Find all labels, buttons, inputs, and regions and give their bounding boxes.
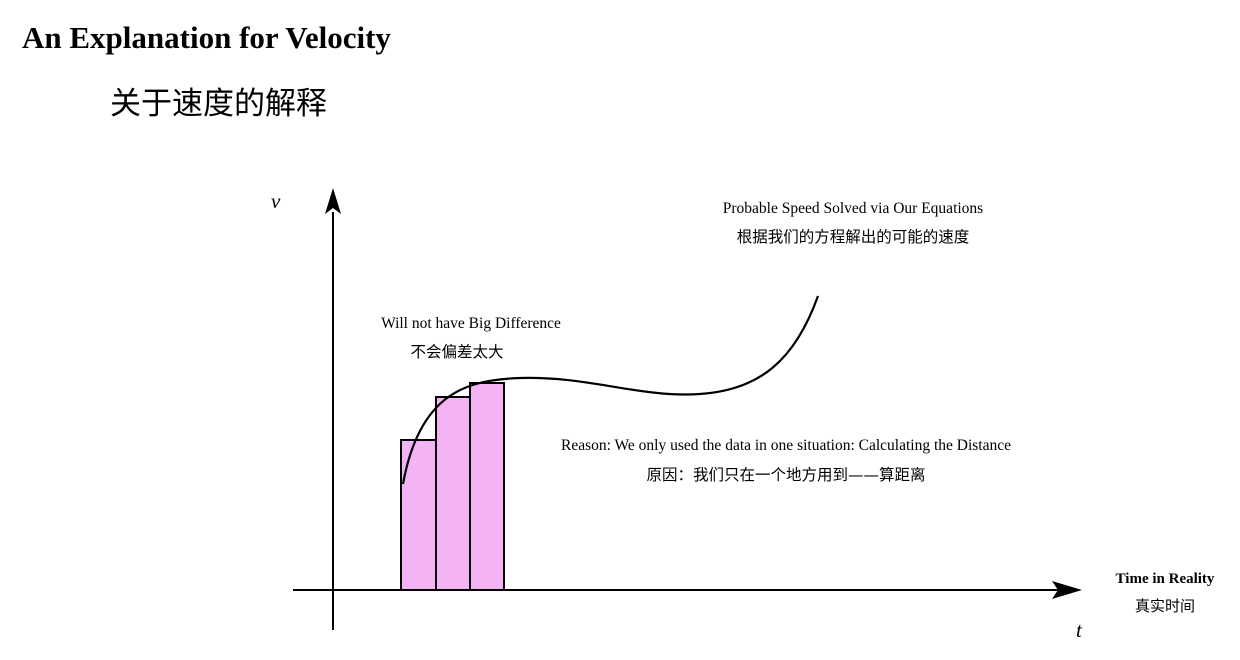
bars-annotation-en: Will not have Big Difference: [381, 315, 561, 332]
bars-annotation-zh: 不会偏差太大: [410, 343, 503, 361]
velocity-curve: [401, 295, 820, 485]
curve-annotation-en: Probable Speed Solved via Our Equations: [723, 200, 983, 217]
riemann-bar-2: [435, 396, 471, 591]
x-axis-name-zh: 真实时间: [1135, 597, 1195, 615]
reason-annotation-en: Reason: We only used the data in one sit…: [561, 437, 1011, 454]
page-title: An Explanation for Velocity: [22, 20, 391, 55]
reason-annotation-zh: 原因：我们只在一个地方用到——算距离: [646, 465, 925, 484]
curve-annotation-zh: 根据我们的方程解出的可能的速度: [737, 228, 970, 246]
x-axis-name-en: Time in Reality: [1116, 571, 1215, 587]
y-axis-label: v: [271, 189, 281, 213]
x-axis-arrowhead: [1052, 581, 1082, 599]
x-axis-label: t: [1076, 618, 1083, 642]
page-subtitle-chinese: 关于速度的解释: [110, 86, 327, 122]
y-axis-arrowhead: [325, 188, 341, 214]
riemann-bar-3: [469, 382, 505, 591]
riemann-bar-1: [400, 439, 437, 591]
